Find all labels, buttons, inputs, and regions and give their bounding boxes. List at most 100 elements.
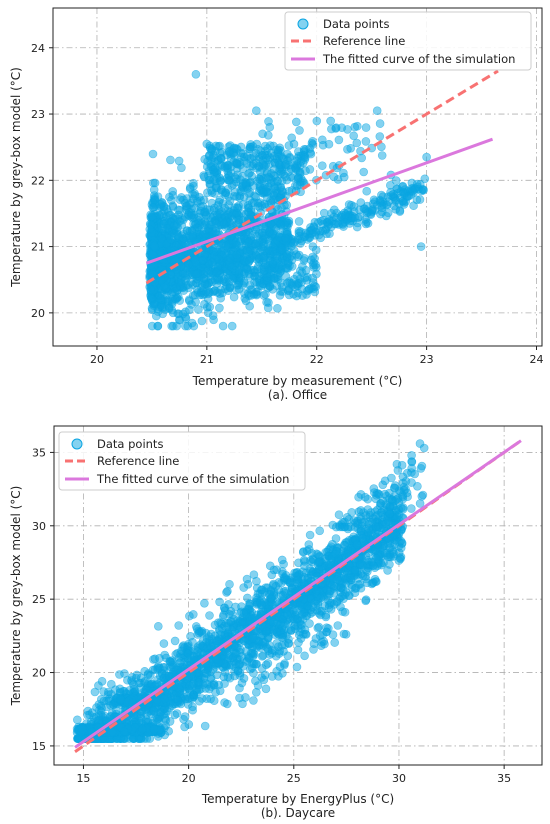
data-point <box>210 189 219 198</box>
data-point <box>227 262 237 272</box>
data-point <box>216 285 225 295</box>
data-point <box>277 186 287 195</box>
data-point <box>230 187 240 197</box>
data-point <box>174 621 183 630</box>
data-point <box>277 555 287 565</box>
data-point <box>249 181 258 190</box>
data-point <box>153 665 162 674</box>
data-point <box>359 167 369 177</box>
data-point <box>166 235 176 244</box>
data-point <box>225 579 234 589</box>
data-point <box>266 219 276 229</box>
data-point <box>233 159 242 169</box>
data-point <box>189 178 198 188</box>
data-point <box>197 283 206 292</box>
data-point <box>361 137 371 146</box>
data-point <box>198 256 208 266</box>
data-point <box>261 173 271 183</box>
data-point <box>161 715 171 725</box>
data-point <box>263 131 273 140</box>
data-point <box>362 186 372 196</box>
data-point <box>284 290 294 300</box>
data-point <box>215 303 224 313</box>
data-point <box>422 152 431 162</box>
data-point <box>352 138 362 148</box>
data-point <box>341 210 350 219</box>
data-point <box>160 650 169 660</box>
data-point <box>287 133 297 143</box>
data-point <box>167 321 176 331</box>
data-point <box>244 169 253 178</box>
data-point <box>202 669 212 678</box>
data-point <box>282 252 292 262</box>
lines-office <box>145 69 499 285</box>
data-point <box>294 147 303 156</box>
data-point <box>259 253 268 263</box>
data-point <box>216 154 226 163</box>
data-point <box>386 188 395 197</box>
data-point <box>228 274 238 284</box>
data-point <box>209 696 219 706</box>
data-point <box>200 598 209 608</box>
data-point <box>312 116 322 126</box>
data-point <box>281 233 290 243</box>
data-point <box>303 235 312 244</box>
data-point <box>191 269 201 279</box>
data-point <box>244 291 254 300</box>
data-point <box>308 242 318 251</box>
legend-office: Data points Reference line The fitted cu… <box>284 11 532 71</box>
data-point <box>181 321 190 331</box>
data-point <box>180 722 189 732</box>
legend-label-fitted-curve: The fitted curve of the simulation <box>322 52 515 66</box>
data-point <box>215 626 225 636</box>
data-point <box>308 137 317 146</box>
data-point <box>281 571 291 580</box>
data-point <box>147 212 157 221</box>
data-point <box>261 160 271 169</box>
data-point <box>138 724 147 734</box>
data-point <box>329 205 339 215</box>
data-point <box>310 254 319 263</box>
data-point <box>207 198 217 208</box>
data-point <box>244 203 253 213</box>
data-point <box>265 122 275 132</box>
data-point <box>361 123 371 132</box>
data-point <box>287 242 296 251</box>
data-point <box>166 155 175 165</box>
data-point <box>310 217 320 227</box>
data-point <box>152 680 162 689</box>
data-point <box>272 281 282 290</box>
data-point <box>194 628 204 638</box>
data-point <box>221 241 231 251</box>
data-point <box>167 195 176 205</box>
data-point <box>218 187 227 197</box>
y-tick-label: 23 <box>31 108 45 121</box>
data-point <box>142 715 151 724</box>
data-point <box>222 588 231 597</box>
data-point <box>293 613 303 623</box>
data-point <box>282 278 292 288</box>
y-tick-label: 22 <box>31 174 45 187</box>
data-point <box>243 579 253 589</box>
data-point <box>149 724 159 734</box>
data-point <box>231 602 240 612</box>
data-point <box>245 599 255 609</box>
data-point <box>292 280 301 289</box>
data-point <box>154 621 163 631</box>
data-point <box>293 645 303 655</box>
data-point <box>350 565 360 575</box>
data-point <box>327 124 336 134</box>
data-point <box>264 298 273 307</box>
data-point <box>166 657 176 667</box>
data-point <box>291 250 301 259</box>
data-point <box>257 589 267 599</box>
data-point <box>181 312 190 322</box>
legend-label-reference-line: Reference line <box>323 34 405 48</box>
data-point <box>361 596 371 606</box>
data-point <box>273 177 282 186</box>
scatter-office <box>145 70 431 331</box>
data-point <box>185 681 194 691</box>
data-point <box>148 203 157 212</box>
data-point <box>263 283 273 293</box>
data-point <box>333 175 343 184</box>
